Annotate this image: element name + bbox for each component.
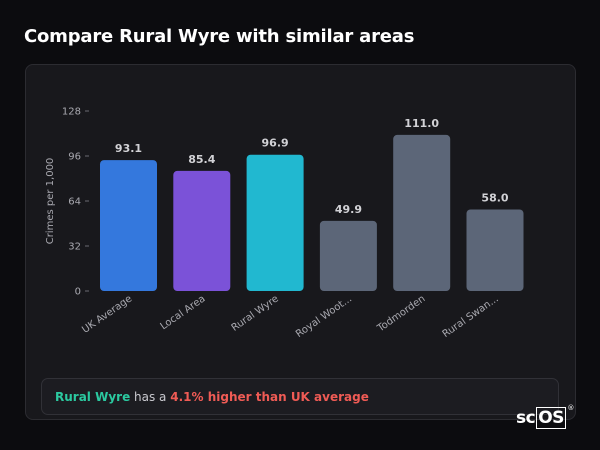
x-tick-label: Rural Wyre <box>230 293 281 333</box>
bar <box>246 154 304 291</box>
bar-value-label: 96.9 <box>262 137 289 150</box>
bar <box>173 170 231 291</box>
brand-mark: ® <box>567 404 574 412</box>
bar-value-label: 58.0 <box>481 191 508 204</box>
y-tick-label: 128 <box>62 107 81 118</box>
bar-chart: Crimes per 1,000 0 32 64 96 128 93.1 UK Average… <box>45 107 524 340</box>
bar <box>319 220 377 291</box>
bar-value-label: 49.9 <box>335 203 362 216</box>
chart-card: Crimes per 1,000 0 32 64 96 128 93.1 UK Average… <box>25 64 576 420</box>
x-tick-label: Todmorden <box>375 293 428 334</box>
y-tick-label: 0 <box>75 287 81 298</box>
summary-area-name: Rural Wyre <box>55 389 131 404</box>
bar-value-label: 85.4 <box>188 153 215 166</box>
x-tick-label: Royal Woot... <box>294 293 354 340</box>
y-axis-title: Crimes per 1,000 <box>45 158 56 245</box>
y-tick-label: 96 <box>68 152 81 163</box>
brand-prefix: sc <box>516 408 536 428</box>
x-tick-label: UK Average <box>80 293 134 335</box>
x-tick-label: Rural Swan... <box>441 293 501 340</box>
brand-boxed: OS <box>536 407 566 429</box>
bar-value-label: 111.0 <box>404 117 439 130</box>
bar <box>393 134 451 291</box>
comparison-summary: Rural Wyre has a 4.1% higher than UK ave… <box>41 378 559 415</box>
bar <box>100 160 157 291</box>
brand-logo: sc OS ® <box>516 404 574 429</box>
y-tick-label: 32 <box>68 242 81 253</box>
page-title: Compare Rural Wyre with similar areas <box>24 26 415 47</box>
summary-difference: 4.1% higher than UK average <box>170 389 369 404</box>
bar <box>466 209 524 291</box>
summary-text: has a <box>130 389 171 404</box>
x-tick-label: Local Area <box>159 293 208 332</box>
y-tick-label: 64 <box>68 197 81 208</box>
bar-value-label: 93.1 <box>115 142 142 155</box>
